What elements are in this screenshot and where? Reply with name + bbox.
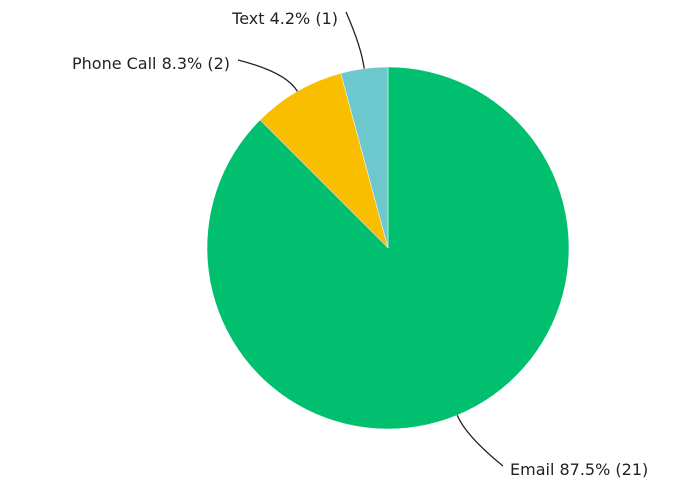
- slice-label: Phone Call 8.3% (2): [72, 54, 230, 73]
- slice-value: 87.5% (21): [559, 460, 648, 479]
- leader-line: [237, 59, 298, 92]
- slice-category: Phone Call: [72, 54, 157, 73]
- slice-value: 4.2% (1): [270, 9, 338, 28]
- slice-value: 8.3% (2): [162, 54, 230, 73]
- leader-line: [345, 11, 365, 69]
- slice-label: Text 4.2% (1): [231, 9, 338, 28]
- pie-slice: [340, 66, 389, 249]
- leader-line: [456, 414, 504, 467]
- slice-category: Email: [510, 460, 554, 479]
- slice-category: Text: [231, 9, 264, 28]
- slice-label: Email 87.5% (21): [510, 460, 648, 479]
- pie-slice: [259, 72, 389, 249]
